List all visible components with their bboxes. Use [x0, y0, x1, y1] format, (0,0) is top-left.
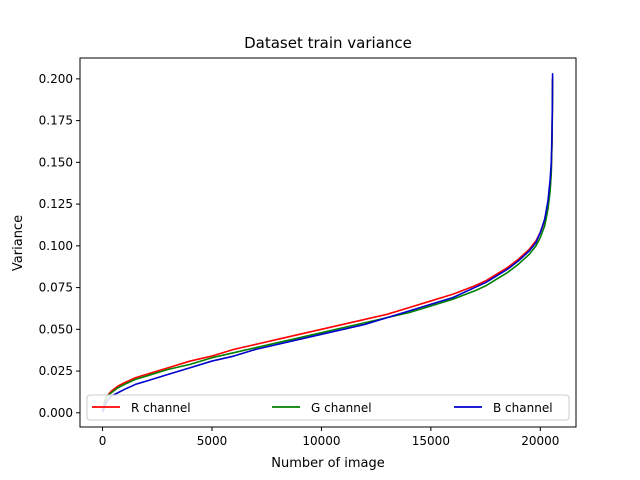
legend-label: R channel [131, 401, 191, 415]
chart-title: Dataset train variance [244, 34, 412, 52]
y-tick-label: 0.100 [39, 239, 73, 253]
y-tick-label: 0.175 [39, 114, 73, 128]
legend-label: G channel [311, 401, 372, 415]
plot-frame [79, 57, 577, 428]
legend: R channel G channel B channel [86, 394, 570, 421]
x-tick-label: 15000 [412, 434, 450, 448]
x-tick-label: 10000 [302, 434, 340, 448]
y-axis-label: Variance [11, 215, 26, 271]
legend-box [86, 394, 570, 421]
series-layer [101, 73, 554, 412]
x-tick-label: 5000 [197, 434, 228, 448]
y-tick-label: 0.150 [39, 155, 73, 169]
legend-label: B channel [493, 401, 553, 415]
series-line-b-channel [101, 73, 554, 412]
y-tick-label: 0.000 [39, 406, 73, 420]
x-tick-label: 0 [99, 434, 107, 448]
y-tick-label: 0.200 [39, 72, 73, 86]
x-tick-label: 20000 [521, 434, 559, 448]
x-axis-ticks: 0 5000 10000 15000 20000 [99, 427, 559, 448]
y-tick-label: 0.025 [39, 364, 73, 378]
y-tick-label: 0.125 [39, 197, 73, 211]
x-axis-label: Number of image [271, 456, 385, 471]
y-tick-label: 0.075 [39, 281, 73, 295]
y-axis-ticks: 0.000 0.025 0.050 0.075 0.100 0.125 0.150 0.175… [39, 72, 80, 420]
y-tick-label: 0.050 [39, 322, 73, 336]
